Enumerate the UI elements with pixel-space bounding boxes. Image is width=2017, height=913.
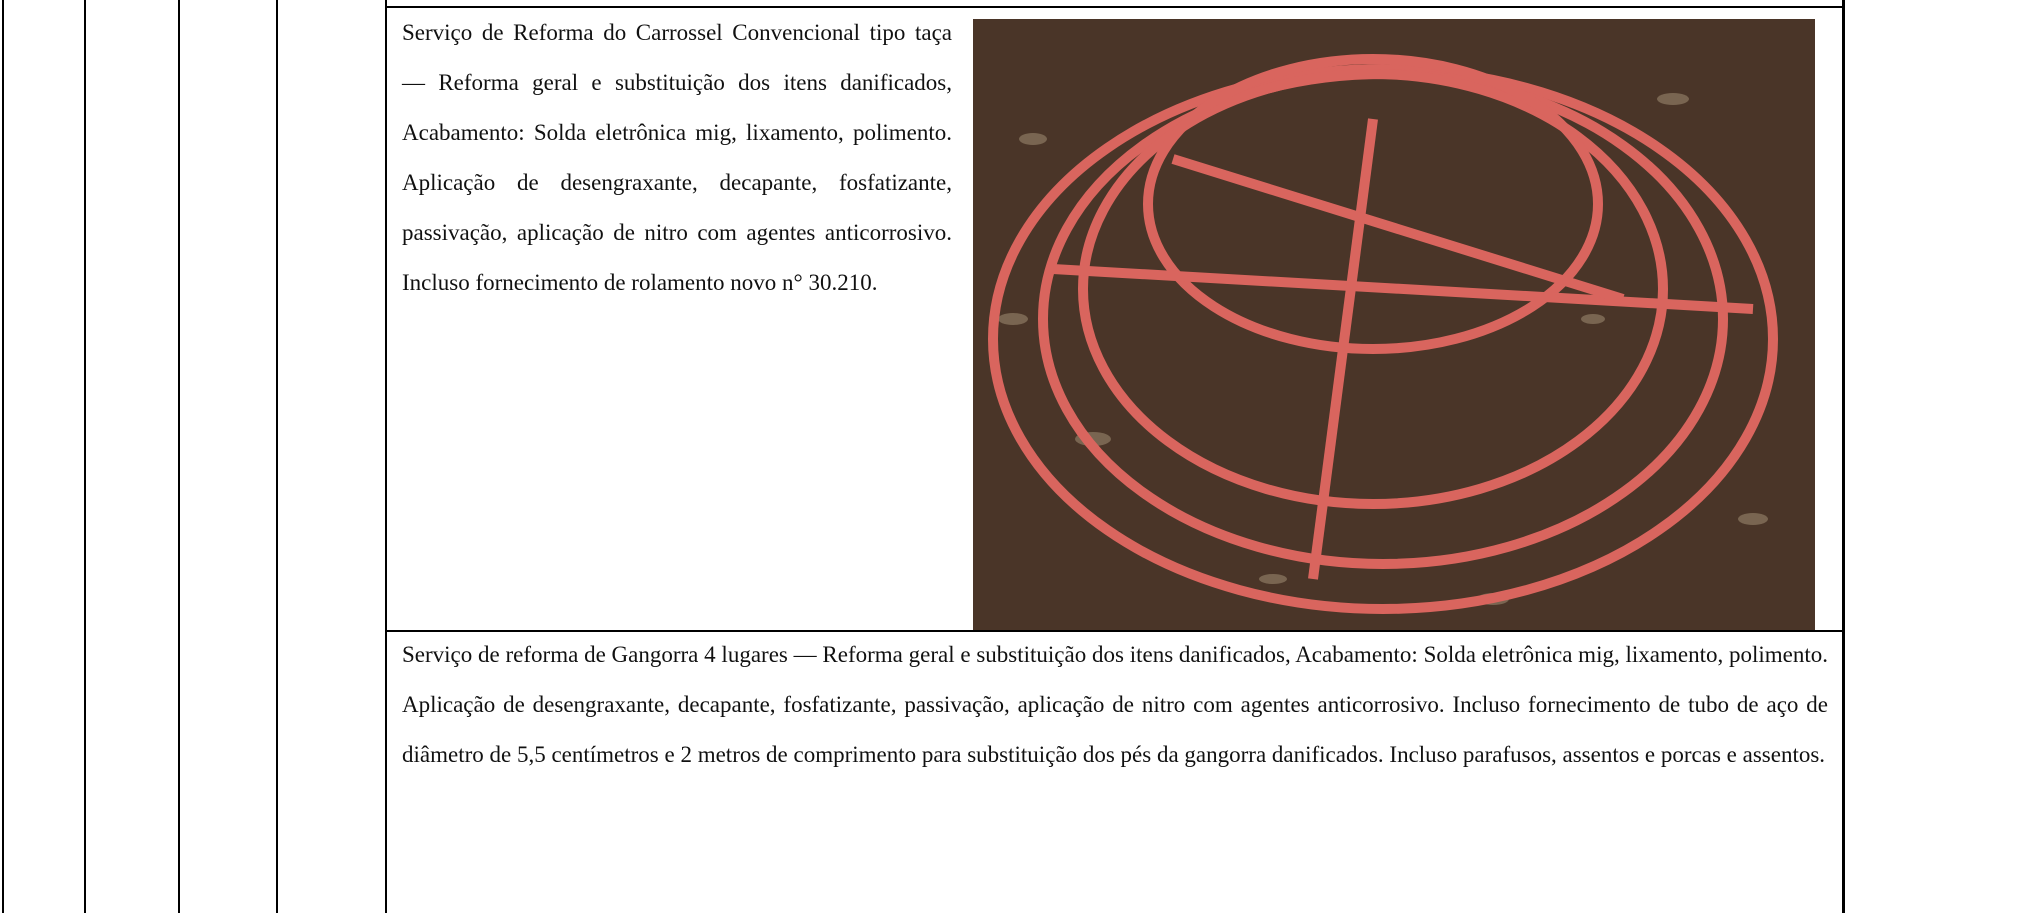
column-line [1842,0,1845,913]
column-line [84,0,86,913]
column-line [276,0,278,913]
photo [973,19,1815,630]
column-line [178,0,180,913]
column-line [385,0,387,913]
item-description: Serviço de reforma de Gangorra 4 lugares… [402,642,1828,767]
row-line [385,6,1845,8]
row-line [385,630,1845,632]
item-description: Serviço de Reforma do Carrossel Convenci… [402,20,952,295]
column-line [2,0,4,913]
